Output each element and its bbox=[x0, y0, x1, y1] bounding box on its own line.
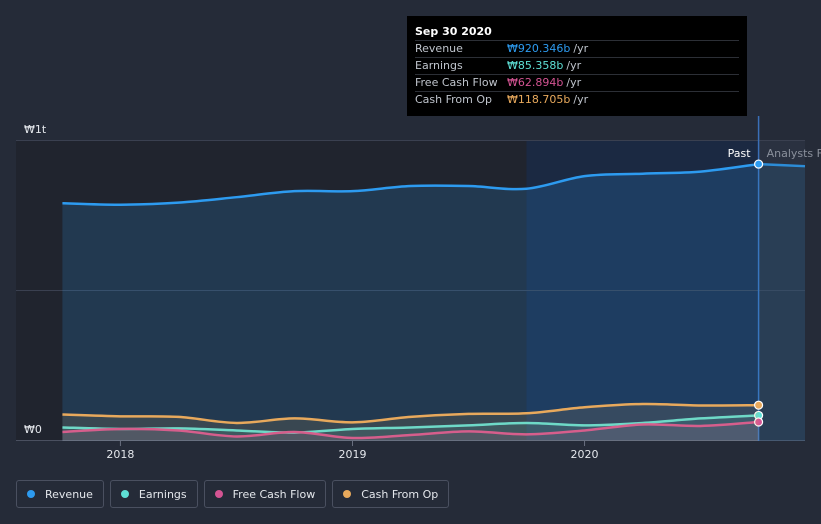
earnings-line bbox=[62, 414, 759, 434]
tooltip-row-unit: /yr bbox=[566, 59, 582, 72]
legend-label: Earnings bbox=[138, 487, 187, 501]
legend-item-earnings[interactable]: Earnings bbox=[109, 480, 198, 508]
legend-item-revenue[interactable]: Revenue bbox=[16, 480, 104, 508]
tooltip: Sep 30 2020 Revenue ₩920.346b/yr Earnings ₩… bbox=[407, 16, 747, 116]
past-label: Past bbox=[728, 147, 752, 160]
x-tick-label: 2018 bbox=[106, 448, 134, 461]
tooltip-row-unit: /yr bbox=[573, 93, 589, 106]
cash-from-op-marker[interactable] bbox=[753, 400, 764, 410]
legend-item-cash-from-op[interactable]: Cash From Op bbox=[332, 480, 450, 508]
tooltip-date: Sep 30 2020 bbox=[415, 25, 492, 38]
tooltip-row-label: Earnings bbox=[415, 59, 463, 72]
legend-label: Cash From Op bbox=[361, 487, 439, 501]
tooltip-row: Cash From Op ₩118.705b/yr bbox=[415, 91, 739, 108]
tooltip-row-unit: /yr bbox=[573, 42, 589, 55]
revenue-line bbox=[62, 162, 759, 206]
y-axis-bottom-label: ₩0 bbox=[24, 423, 42, 436]
legend-dot-icon bbox=[343, 490, 352, 498]
tooltip-row-unit: /yr bbox=[566, 76, 582, 89]
tooltip-row: Earnings ₩85.358b/yr bbox=[415, 57, 739, 74]
free-cash-flow-line bbox=[62, 420, 759, 440]
tooltip-row: Free Cash Flow ₩62.894b/yr bbox=[415, 74, 739, 91]
legend-label: Free Cash Flow bbox=[232, 487, 316, 501]
free-cash-flow-area bbox=[62, 422, 759, 441]
revenue-area bbox=[62, 164, 759, 441]
legend-dot-icon bbox=[120, 490, 129, 498]
free-cash-flow-marker[interactable] bbox=[753, 417, 764, 427]
analysts-forecast-label: Analysts F bbox=[767, 147, 821, 160]
tooltip-row-value: ₩62.894b bbox=[507, 76, 564, 89]
revenue-marker[interactable] bbox=[753, 159, 764, 169]
x-tick-label: 2019 bbox=[338, 448, 366, 461]
tooltip-row-label: Cash From Op bbox=[415, 93, 493, 106]
legend-dot-icon bbox=[27, 490, 35, 498]
legend-item-free-cash-flow[interactable]: Free Cash Flow bbox=[203, 480, 327, 508]
revenue-forecast-area bbox=[758, 164, 805, 441]
legend-label: Revenue bbox=[45, 487, 93, 501]
tooltip-row-value: ₩118.705b bbox=[507, 93, 571, 106]
legend: Revenue Earnings Free Cash Flow Cash From O… bbox=[16, 480, 450, 508]
x-tick-label: 2020 bbox=[571, 448, 599, 461]
tooltip-row-value: ₩920.346b bbox=[507, 42, 571, 55]
cash-from-op-area bbox=[62, 403, 759, 441]
tooltip-row-label: Revenue bbox=[415, 42, 463, 55]
tooltip-row: Revenue ₩920.346b/yr bbox=[415, 40, 739, 57]
cash-from-op-line bbox=[62, 402, 759, 425]
legend-dot-icon bbox=[214, 490, 223, 498]
tooltip-row-value: ₩85.358b bbox=[507, 59, 564, 72]
tooltip-row-label: Free Cash Flow bbox=[415, 76, 498, 89]
y-axis-top-label: ₩1t bbox=[24, 123, 47, 136]
